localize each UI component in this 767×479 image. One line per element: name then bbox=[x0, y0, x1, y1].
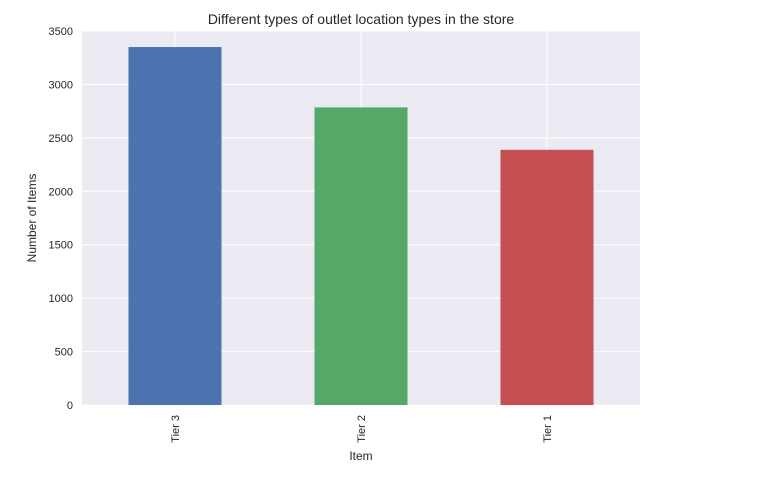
bar-tier-1 bbox=[500, 149, 594, 405]
chart-title: Different types of outlet location types… bbox=[208, 11, 515, 27]
y-tick-label: 0 bbox=[67, 400, 73, 412]
x-tick-label: Tier 1 bbox=[542, 415, 554, 443]
y-tick-label: 1500 bbox=[49, 240, 73, 252]
y-tick-label: 500 bbox=[55, 347, 73, 359]
y-tick-label: 3500 bbox=[49, 26, 73, 38]
y-tick-labels: 0 500 1000 1500 2000 2500 3000 3500 bbox=[49, 26, 73, 412]
x-tick-label: Tier 3 bbox=[170, 415, 182, 443]
x-tick-label: Tier 2 bbox=[356, 415, 368, 443]
bars bbox=[128, 47, 594, 406]
x-tick-labels: Tier 3 Tier 2 Tier 1 bbox=[170, 415, 554, 443]
y-axis-label: Number of Items bbox=[25, 174, 39, 263]
x-axis-label: Item bbox=[349, 449, 372, 463]
bar-tier-3 bbox=[128, 47, 222, 406]
y-tick-label: 2500 bbox=[49, 133, 73, 145]
y-tick-label: 1000 bbox=[49, 293, 73, 305]
y-tick-label: 2000 bbox=[49, 186, 73, 198]
y-tick-label: 3000 bbox=[49, 79, 73, 91]
bar-tier-2 bbox=[314, 107, 408, 405]
